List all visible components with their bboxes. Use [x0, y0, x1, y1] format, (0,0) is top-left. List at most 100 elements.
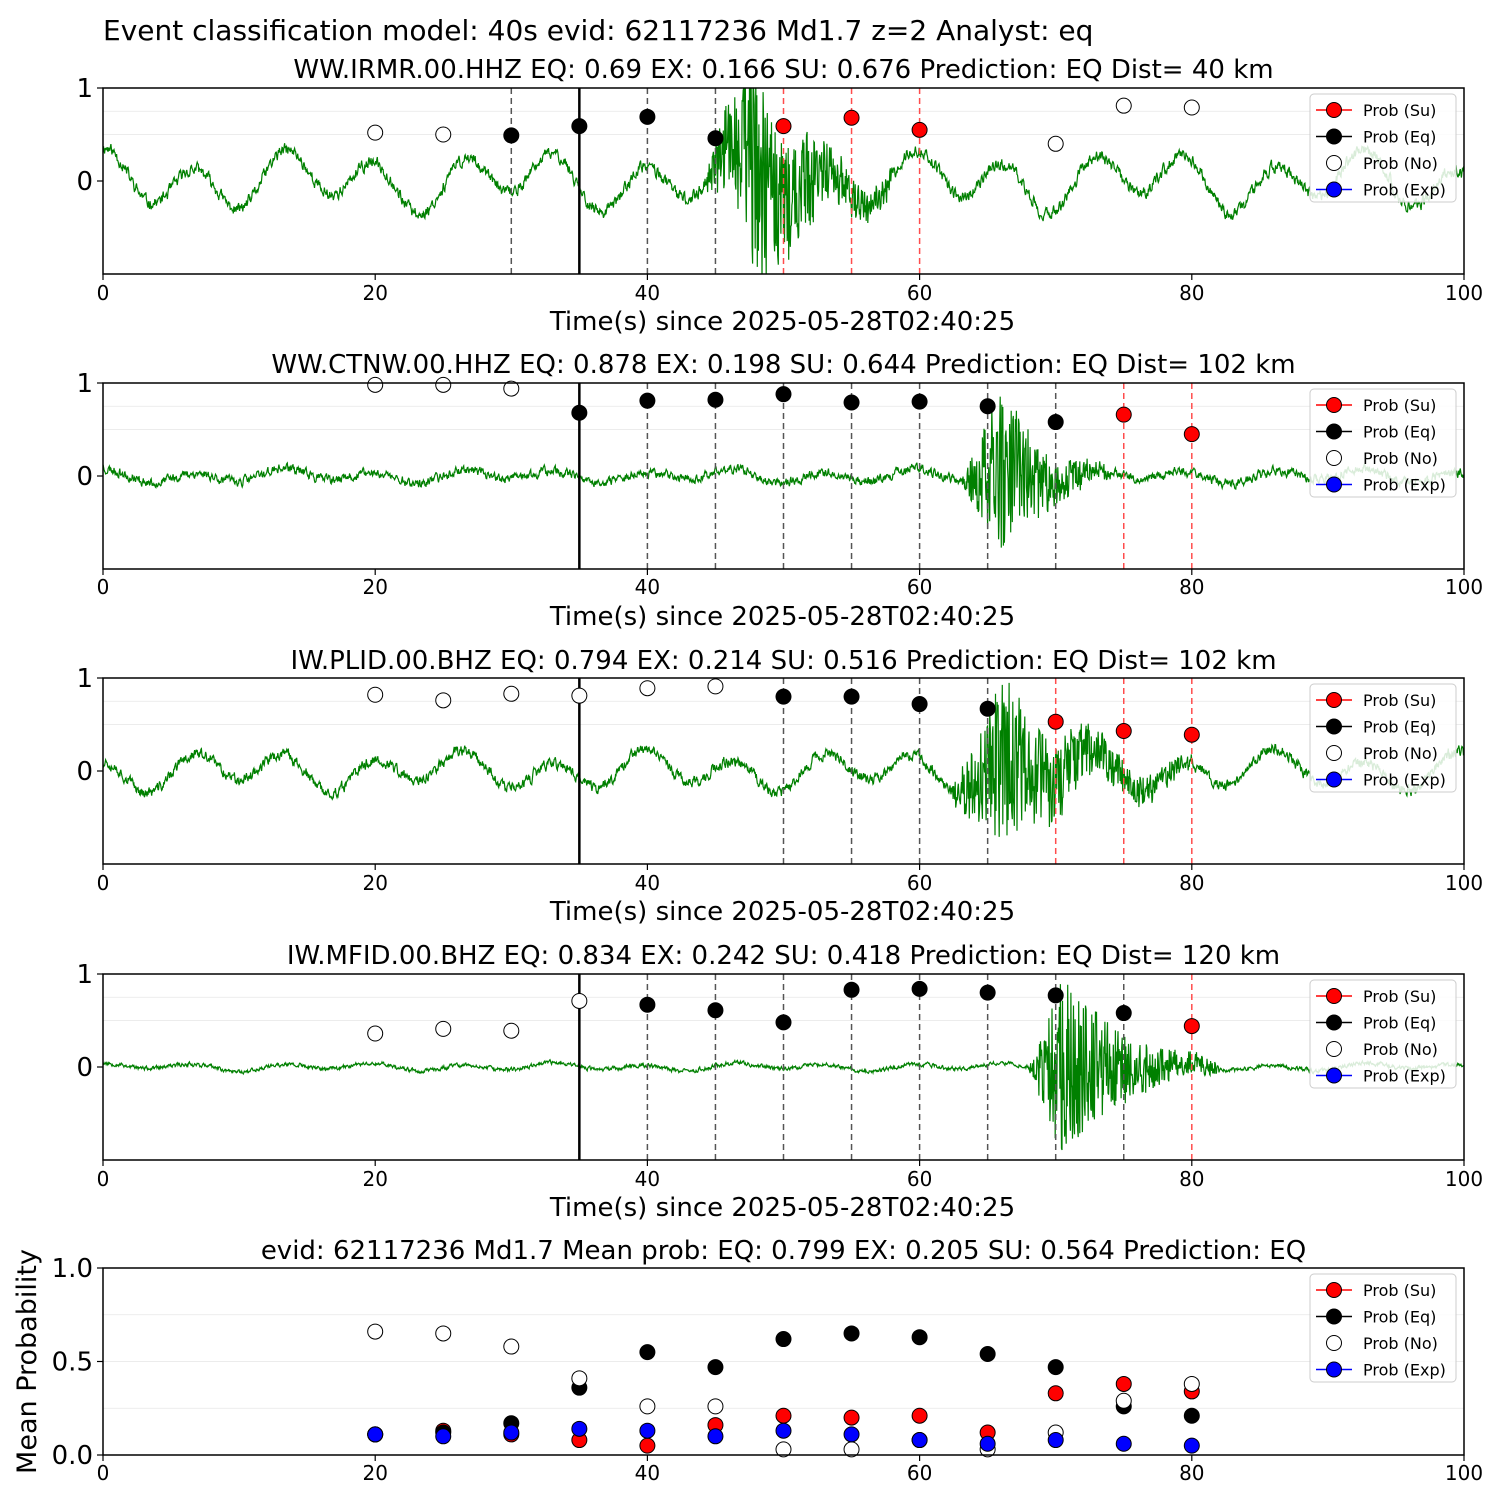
panel-title: evid: 62117236 Md1.7 Mean prob: EQ: 0.79…: [261, 1236, 1306, 1266]
x-tick-label: 80: [1179, 281, 1204, 305]
mean-point-exp: [707, 1428, 724, 1445]
legend-label: Prob (Eq): [1363, 1014, 1436, 1033]
mean-point-eq: [911, 1329, 928, 1346]
prob-point-eq: [775, 386, 792, 403]
legend-item-exp: Prob (Exp): [1316, 1067, 1446, 1086]
x-tick-label: 40: [635, 281, 660, 305]
legend-marker: [1326, 450, 1342, 466]
legend-marker: [1326, 1041, 1342, 1057]
legend-item-eq: Prob (Eq): [1316, 718, 1436, 737]
x-axis-label: Time(s) since 2025-05-28T02:40:25: [549, 602, 1015, 632]
y-tick-label: 0.5: [52, 1348, 93, 1378]
waveform-trace: [103, 88, 1464, 274]
prob-point-no: [367, 686, 384, 703]
mean-point-eq: [707, 1359, 724, 1376]
legend-item-su: Prob (Su): [1316, 1281, 1436, 1300]
mean-point-exp: [367, 1426, 384, 1443]
x-tick-label: 0: [97, 1461, 110, 1485]
legend-marker: [1326, 1335, 1342, 1351]
legend-item-no: Prob (No): [1326, 449, 1438, 468]
x-tick-label: 40: [635, 1461, 660, 1485]
legend-item-su: Prob (Su): [1316, 987, 1436, 1006]
mean-point-no: [435, 1325, 452, 1342]
legend-marker: [1326, 423, 1342, 440]
prob-point-su: [1183, 1018, 1200, 1035]
legend-label: Prob (Exp): [1363, 181, 1446, 200]
mean-point-su: [1115, 1375, 1132, 1392]
prob-point-no: [571, 687, 588, 704]
prob-point-eq: [1047, 987, 1064, 1004]
panel-2: WW.CTNW.00.HHZ EQ: 0.878 EX: 0.198 SU: 0…: [76, 350, 1483, 632]
mean-point-exp: [503, 1424, 520, 1441]
x-tick-label: 80: [1179, 1461, 1204, 1485]
mean-point-exp: [843, 1426, 860, 1443]
prob-point-su: [843, 109, 860, 126]
legend-label: Prob (No): [1363, 744, 1438, 763]
x-tick-label: 40: [635, 575, 660, 599]
legend-box: [1309, 93, 1457, 203]
legend-item-no: Prob (No): [1326, 1040, 1438, 1059]
x-tick-label: 60: [907, 575, 932, 599]
prob-point-su: [1115, 406, 1132, 423]
legend-label: Prob (Su): [1363, 396, 1436, 415]
panel-title: IW.PLID.00.BHZ EQ: 0.794 EX: 0.214 SU: 0…: [290, 646, 1276, 676]
mean-point-exp: [911, 1432, 928, 1449]
x-tick-label: 0: [97, 575, 110, 599]
legend-label: Prob (Su): [1363, 987, 1436, 1006]
legend-marker: [1326, 1014, 1342, 1031]
prob-point-eq: [639, 108, 656, 125]
prob-point-eq: [707, 391, 724, 408]
mean-point-exp: [775, 1422, 792, 1439]
x-tick-label: 100: [1445, 871, 1483, 895]
mean-point-no: [503, 1338, 520, 1355]
y-tick-label: 0: [76, 1053, 93, 1083]
prob-point-eq: [571, 404, 588, 421]
prob-point-eq: [1115, 1005, 1132, 1022]
mean-point-eq: [979, 1346, 996, 1363]
x-tick-label: 80: [1179, 871, 1204, 895]
x-axis-label: Time(s) since 2025-05-28T02:40:25: [549, 1193, 1015, 1223]
legend-label: Prob (No): [1363, 154, 1438, 173]
prob-point-eq: [639, 996, 656, 1013]
legend-item-no: Prob (No): [1326, 1334, 1438, 1353]
x-tick-label: 20: [362, 1461, 387, 1485]
prob-point-eq: [775, 1014, 792, 1031]
legend-item-eq: Prob (Eq): [1316, 1014, 1436, 1033]
legend-marker: [1326, 1282, 1342, 1298]
panel-5: evid: 62117236 Md1.7 Mean prob: EQ: 0.79…: [12, 1236, 1483, 1485]
x-tick-label: 0: [97, 871, 110, 895]
legend-label: Prob (Exp): [1363, 476, 1446, 495]
waveform-trace: [103, 682, 1464, 837]
legend-item-exp: Prob (Exp): [1316, 476, 1446, 495]
prob-point-eq: [571, 118, 588, 135]
legend-label: Prob (Eq): [1363, 128, 1436, 147]
x-tick-label: 20: [362, 871, 387, 895]
mean-point-exp: [1183, 1437, 1200, 1454]
panel-1: WW.IRMR.00.HHZ EQ: 0.69 EX: 0.166 SU: 0.…: [76, 55, 1483, 337]
prob-point-su: [1047, 713, 1064, 730]
x-tick-label: 20: [362, 1167, 387, 1191]
mean-point-su: [843, 1409, 860, 1426]
prob-point-eq: [979, 700, 996, 717]
legend-marker: [1326, 771, 1342, 788]
prob-point-no: [435, 692, 452, 709]
x-tick-label: 100: [1445, 575, 1483, 599]
mean-point-exp: [979, 1435, 996, 1452]
legend-item-su: Prob (Su): [1316, 691, 1436, 710]
x-tick-label: 20: [362, 281, 387, 305]
legend-marker: [1326, 1361, 1342, 1378]
mean-point-eq: [1183, 1407, 1200, 1424]
legend-item-su: Prob (Su): [1316, 101, 1436, 120]
legend-marker: [1326, 988, 1342, 1004]
prob-point-no: [367, 124, 384, 141]
legend-marker: [1326, 1308, 1342, 1325]
legend-item-exp: Prob (Exp): [1316, 181, 1446, 200]
legend-item-no: Prob (No): [1326, 154, 1438, 173]
prob-point-eq: [911, 696, 928, 713]
prob-point-no: [435, 376, 452, 393]
legend-marker: [1326, 745, 1342, 761]
prob-point-eq: [979, 984, 996, 1001]
mean-point-no: [571, 1370, 588, 1387]
legend-label: Prob (Su): [1363, 1281, 1436, 1300]
y-tick-label: 1: [76, 664, 93, 694]
